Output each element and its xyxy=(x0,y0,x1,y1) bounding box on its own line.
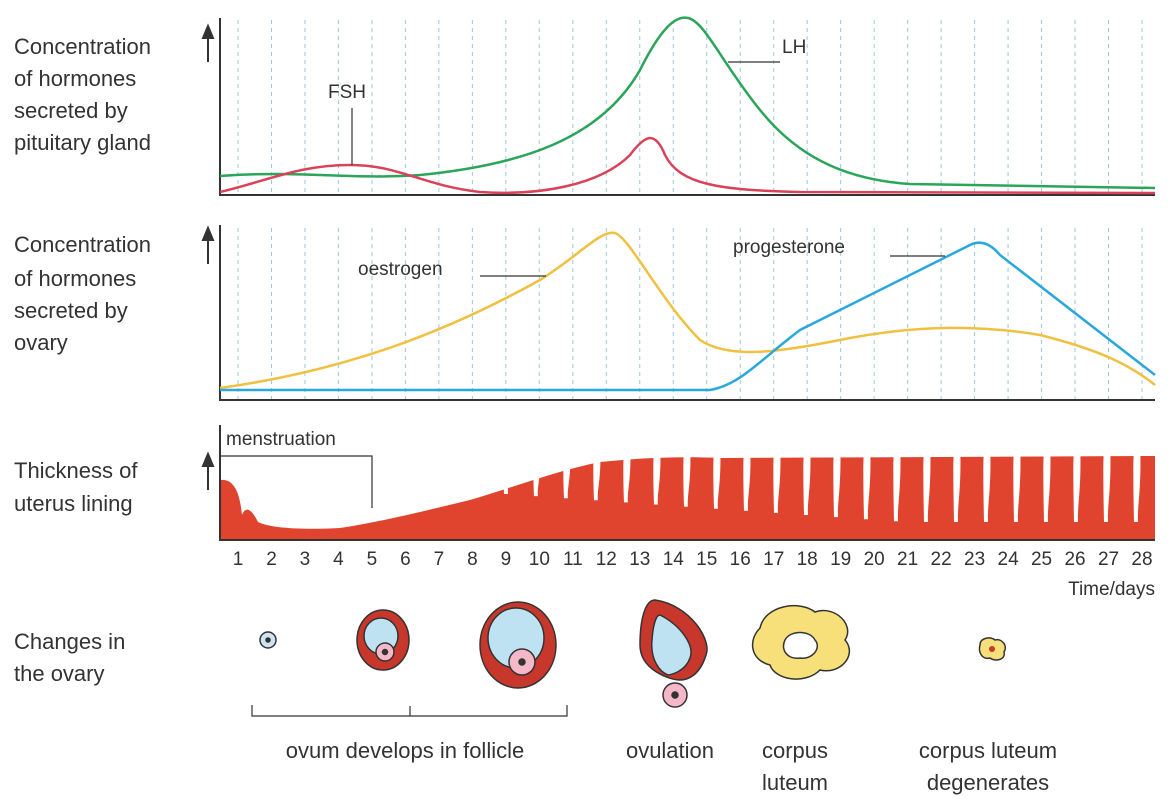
day-label: 22 xyxy=(931,549,952,570)
panel-label: of hormones xyxy=(14,266,136,291)
day-label: 23 xyxy=(964,549,985,570)
day-label: 20 xyxy=(864,549,885,570)
caption: luteum xyxy=(762,770,828,795)
day-label: 1 xyxy=(233,549,244,570)
lining-gap xyxy=(383,440,390,486)
day-label: 8 xyxy=(467,549,478,570)
day-label: 6 xyxy=(400,549,411,570)
ovary-stages xyxy=(260,600,1005,707)
axis xyxy=(220,18,1155,195)
panel-label: of hormones xyxy=(14,66,136,91)
day-label: 28 xyxy=(1131,549,1152,570)
day-label: 9 xyxy=(501,549,512,570)
panel-label: the ovary xyxy=(14,661,105,686)
panel-label: Concentration xyxy=(14,34,151,59)
day-label: 21 xyxy=(897,549,918,570)
day-label: 13 xyxy=(629,549,650,570)
lining-gap xyxy=(413,440,420,488)
diagram: Concentration of hormones secreted by pi… xyxy=(0,0,1169,799)
day-label: 24 xyxy=(998,549,1020,570)
day-label: 7 xyxy=(434,549,445,570)
day-label: 12 xyxy=(596,549,617,570)
day-label: 14 xyxy=(663,549,685,570)
caption: degenerates xyxy=(927,770,1049,795)
lining-gap xyxy=(503,440,510,494)
panel-label: Concentration xyxy=(14,232,151,257)
panel-label: Changes in xyxy=(14,629,125,654)
axis-label: Time/days xyxy=(1068,579,1155,600)
curve-label: oestrogen xyxy=(358,259,443,280)
menstruation-bracket xyxy=(220,456,372,508)
arrows xyxy=(203,26,213,490)
curve-label: LH xyxy=(782,37,806,58)
caption: corpus luteum xyxy=(919,738,1057,763)
caption: ovulation xyxy=(626,738,714,763)
day-label: 10 xyxy=(529,549,550,570)
day-grid xyxy=(238,20,1142,400)
lining-gap xyxy=(443,440,450,490)
day-label: 3 xyxy=(300,549,311,570)
day-label: 15 xyxy=(696,549,717,570)
day-label: 17 xyxy=(763,549,784,570)
curve-label: FSH xyxy=(328,82,366,103)
day-label: 5 xyxy=(367,549,378,570)
day-label: 2 xyxy=(266,549,277,570)
annotation: menstruation xyxy=(226,429,336,450)
day-label: 18 xyxy=(797,549,818,570)
follicle-bracket xyxy=(252,705,567,716)
day-label: 27 xyxy=(1098,549,1119,570)
lining-gap xyxy=(473,440,480,492)
caption: ovum develops in follicle xyxy=(286,738,524,763)
panel-label: uterus lining xyxy=(14,491,133,516)
curve-label: progesterone xyxy=(733,237,845,258)
caption: corpus xyxy=(762,738,828,763)
day-label: 11 xyxy=(563,549,583,570)
panel-label: secreted by xyxy=(14,298,128,323)
oestrogen-curve xyxy=(220,233,1155,388)
day-label: 4 xyxy=(333,549,344,570)
day-label: 16 xyxy=(730,549,751,570)
day-label: 19 xyxy=(830,549,851,570)
panel-label: Thickness of xyxy=(14,458,138,483)
axis xyxy=(220,225,1155,400)
panel-label: ovary xyxy=(14,330,68,355)
day-label: 25 xyxy=(1031,549,1052,570)
panel-label: pituitary gland xyxy=(14,130,151,155)
day-label: 26 xyxy=(1064,549,1085,570)
panel-label: secreted by xyxy=(14,98,128,123)
